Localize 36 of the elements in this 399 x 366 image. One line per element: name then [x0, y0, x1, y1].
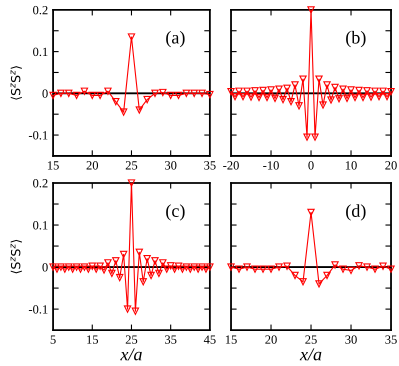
x-tick-label: 10	[346, 161, 357, 170]
text: (d)	[346, 204, 366, 221]
y-tick-label: -0.1	[28, 305, 48, 314]
text: (a)	[166, 30, 185, 48]
x-axis-title: x/a	[120, 348, 142, 360]
y-tick-label: 0	[42, 263, 48, 272]
x-tick-label: 25	[126, 161, 138, 170]
x-tick-label: 45	[204, 335, 216, 344]
x-tick-label: -20	[223, 161, 239, 170]
text: (c)	[166, 204, 185, 221]
y-tick-label: 0.2	[33, 6, 48, 14]
y-tick-label: 0.2	[33, 179, 48, 188]
text: (b)	[346, 30, 366, 48]
x-tick-label: 20	[385, 161, 397, 170]
x-tick-label: 20	[86, 161, 98, 170]
x-tick-label: 15	[226, 335, 237, 344]
x-tick-label: 0	[308, 161, 314, 170]
x-tick-label: 25	[126, 335, 138, 344]
x-tick-label: 25	[305, 335, 317, 344]
x-tick-label: 35	[385, 335, 397, 344]
x-axis-title: x/a	[300, 348, 322, 360]
x-tick-label: 35	[165, 335, 176, 344]
x-tick-label: 35	[204, 161, 216, 170]
y-tick-label: -0.1	[28, 131, 48, 140]
y-tick-label: 0	[42, 89, 48, 98]
x-tick-label: 5	[50, 335, 56, 344]
x-tick-label: 30	[165, 161, 176, 170]
x-tick-label: 20	[265, 335, 277, 344]
y-tick-label: 0.1	[33, 48, 48, 56]
x-tick-label: 30	[345, 335, 357, 344]
x-tick-label: -10	[263, 161, 279, 170]
y-axis-title: ⟨S$^{z}$S$^{z}$⟩	[10, 240, 22, 274]
y-axis-title: ⟨S$^{z}$S$^{z}$⟩	[10, 66, 22, 100]
y-tick-label: 0.1	[33, 221, 48, 230]
x-tick-label: 15	[87, 335, 98, 344]
x-tick-label: 15	[48, 161, 59, 170]
